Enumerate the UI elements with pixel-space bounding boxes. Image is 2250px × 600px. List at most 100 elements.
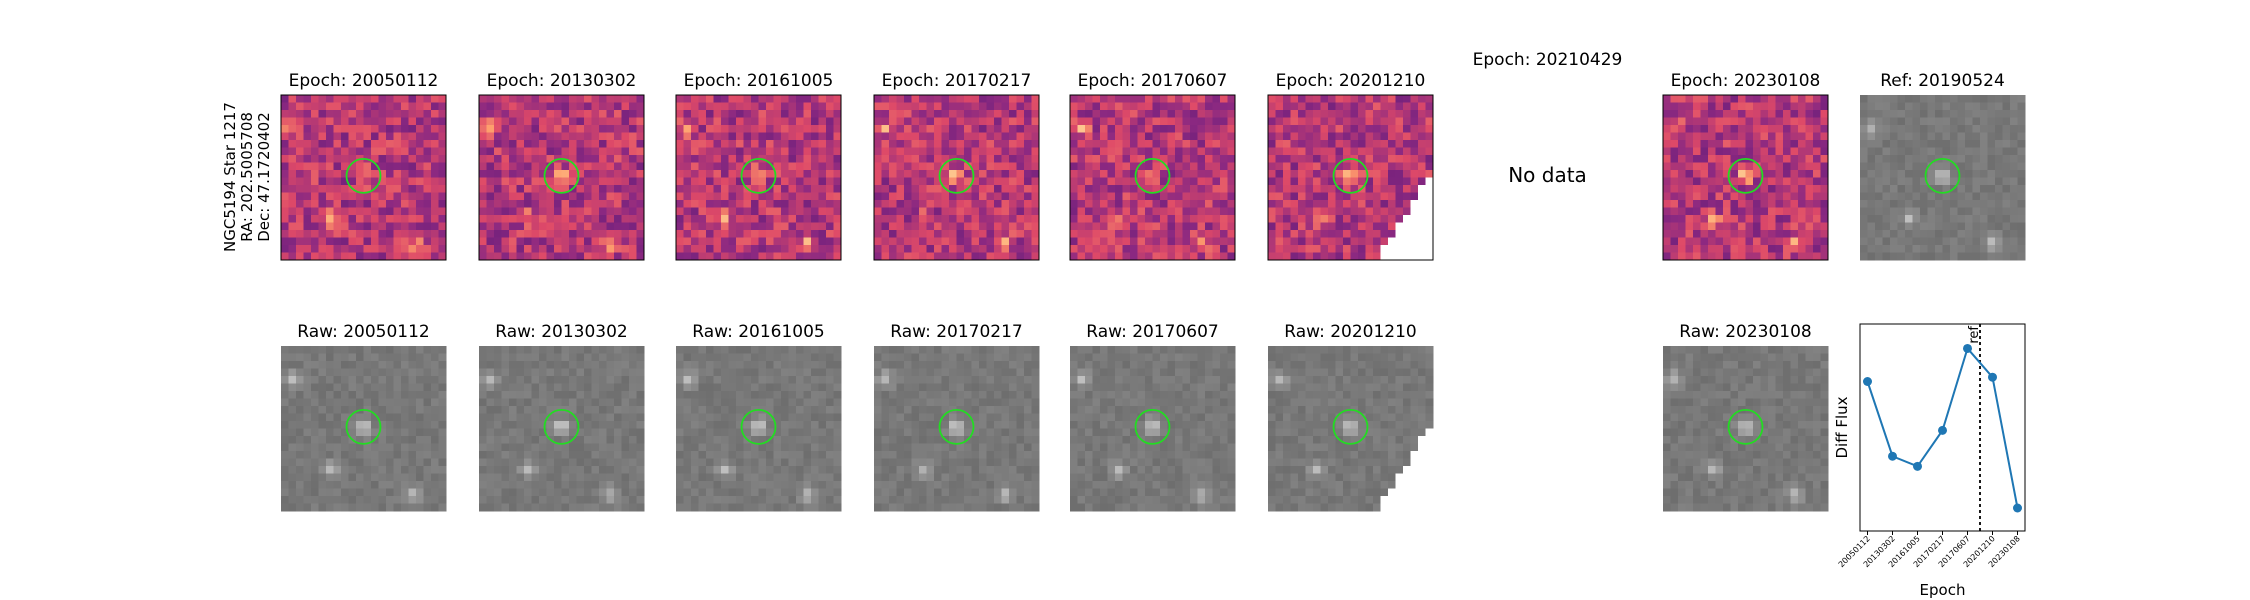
pixel [1753, 102, 1761, 111]
pixel [1418, 132, 1426, 141]
pixel [826, 376, 834, 384]
pixel [333, 481, 342, 489]
pixel [1987, 147, 1996, 156]
pixel [1320, 95, 1329, 103]
pixel [1009, 110, 1017, 118]
pixel [971, 245, 980, 253]
pixel [348, 421, 357, 429]
pixel [584, 237, 592, 246]
pixel [378, 170, 387, 178]
pixel [796, 361, 804, 369]
pixel [1365, 230, 1374, 238]
pixel [2017, 177, 2026, 186]
pixel [698, 110, 707, 118]
pixel [1100, 170, 1108, 178]
pixel [1942, 140, 1951, 148]
pixel [1753, 110, 1761, 118]
pixel [371, 443, 379, 452]
pixel [2010, 222, 2018, 231]
pixel [606, 391, 615, 399]
pixel [1395, 237, 1404, 246]
pixel [1875, 177, 1883, 186]
pixel [1070, 110, 1078, 118]
pixel [1965, 252, 1973, 261]
pixel [1957, 125, 1966, 133]
pixel [629, 421, 637, 429]
pixel [591, 177, 600, 186]
pixel [438, 192, 447, 201]
pixel [356, 428, 364, 437]
pixel [818, 368, 827, 377]
pixel [1100, 245, 1108, 253]
pixel [569, 398, 577, 407]
pixel [691, 125, 699, 133]
pixel [1813, 222, 1821, 231]
pixel [486, 428, 495, 437]
pixel [614, 353, 622, 362]
pixel [386, 147, 394, 156]
pixel [303, 383, 312, 392]
pixel [766, 132, 774, 141]
pixel [1927, 200, 1936, 208]
pixel [281, 207, 289, 216]
pixel [348, 368, 357, 377]
pixel [1987, 230, 1996, 238]
pixel [698, 361, 707, 369]
pixel [621, 421, 630, 429]
pixel [1190, 140, 1198, 148]
pixel [1805, 102, 1814, 111]
pixel [934, 125, 942, 133]
pixel [1328, 200, 1336, 208]
pixel [356, 245, 364, 253]
pixel [554, 162, 562, 171]
pixel [333, 503, 342, 512]
pixel [591, 346, 600, 354]
pixel [706, 132, 714, 141]
pixel [1670, 185, 1679, 193]
pixel [621, 110, 630, 118]
pixel [1693, 185, 1701, 193]
pixel [1723, 185, 1731, 193]
pixel [1167, 237, 1176, 246]
pixel [1009, 155, 1017, 163]
pixel [1388, 162, 1396, 171]
pixel [614, 237, 622, 246]
pixel [569, 245, 577, 253]
pixel [1205, 110, 1213, 118]
pixel [2010, 140, 2018, 148]
pixel [1305, 245, 1314, 253]
pixel [1768, 117, 1776, 126]
pixel [904, 162, 912, 171]
pixel [721, 353, 729, 362]
pixel [1685, 102, 1694, 111]
pixel [1275, 222, 1284, 231]
pixel [438, 110, 447, 118]
pixel [889, 252, 897, 261]
pixel [281, 466, 289, 474]
pixel [1122, 117, 1131, 126]
pixel [438, 488, 447, 497]
pixel [1403, 102, 1411, 111]
pixel [431, 376, 439, 384]
pixel [1678, 252, 1686, 261]
pixel [416, 252, 424, 261]
pixel [1783, 170, 1791, 178]
pixel [599, 110, 607, 118]
pixel [926, 117, 935, 126]
pixel [303, 488, 312, 497]
pixel [1009, 207, 1017, 216]
pixel [326, 346, 334, 354]
pixel [438, 230, 447, 238]
pixel [721, 185, 729, 193]
pixel [1395, 147, 1404, 156]
pixel [378, 132, 387, 141]
pixel [713, 185, 722, 193]
pixel [766, 230, 774, 238]
pixel [1935, 207, 1943, 216]
pixel [803, 192, 812, 201]
pixel [281, 95, 289, 103]
pixel [606, 488, 615, 497]
pixel [803, 185, 812, 193]
pixel [818, 222, 827, 231]
pixel [1328, 170, 1336, 178]
